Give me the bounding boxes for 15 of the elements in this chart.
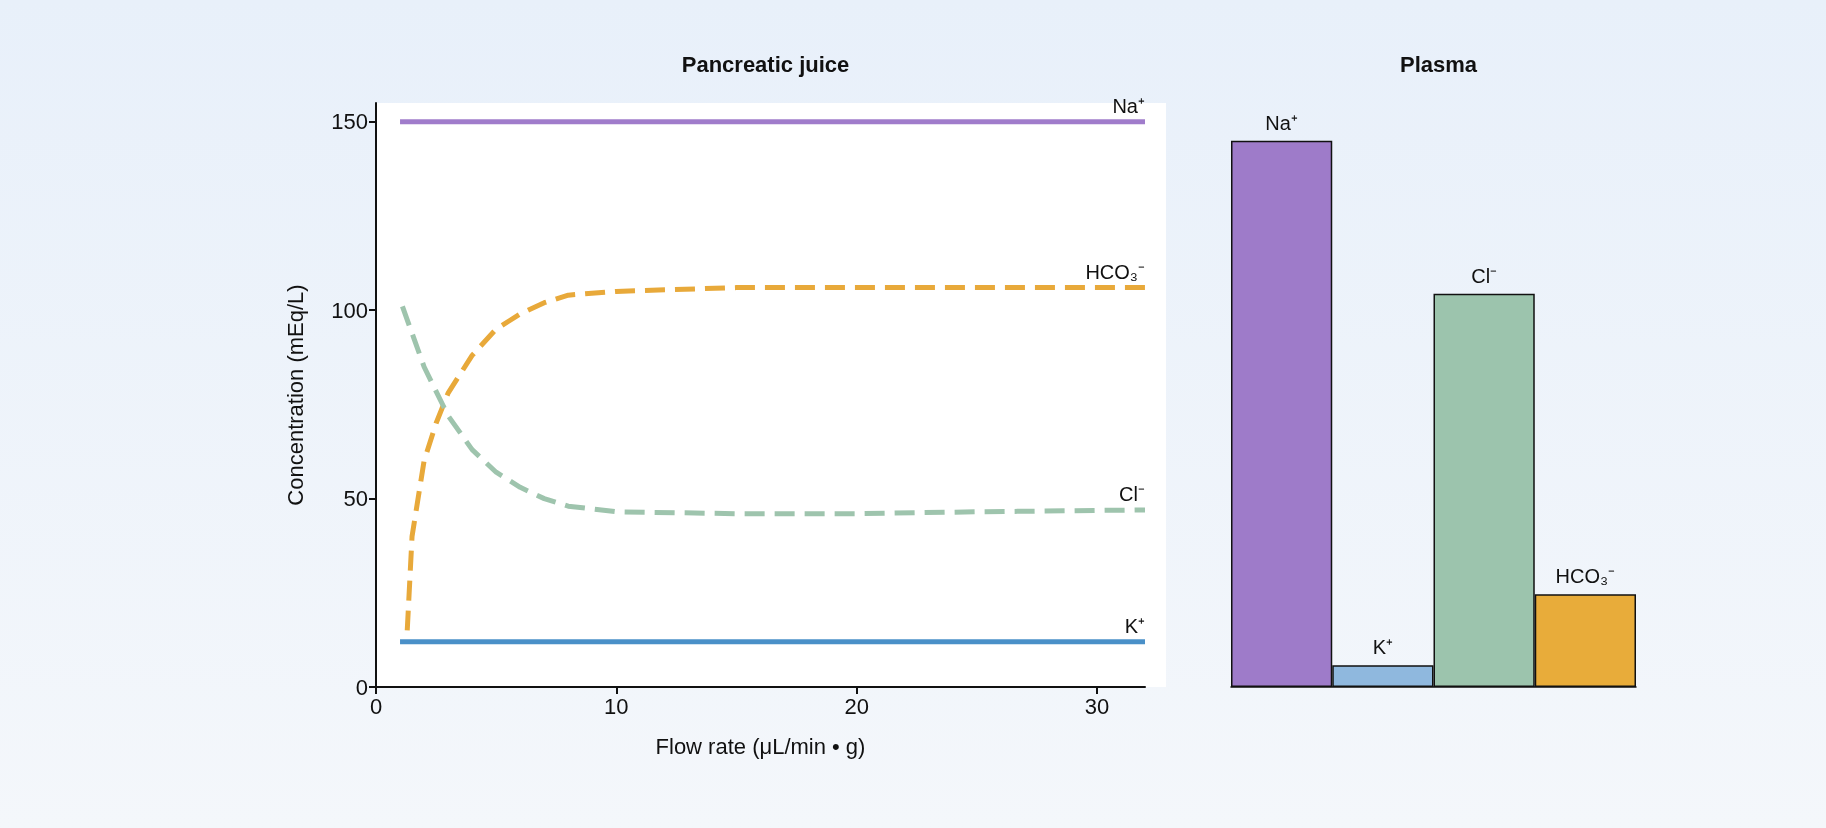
chart-title: Pancreatic juice xyxy=(681,51,850,77)
y-tick-label: 0 xyxy=(355,674,368,700)
x-tick-label: 20 xyxy=(844,693,869,719)
x-axis-title: Flow rate (μL/min • g) xyxy=(655,733,866,759)
series-label: HCO₃⁻ xyxy=(1085,260,1145,283)
chart-title: Plasma xyxy=(1399,51,1478,77)
series-label: Cl⁻ xyxy=(1119,482,1145,505)
y-tick-label: 100 xyxy=(331,297,368,323)
series-label: Na⁺ xyxy=(1112,94,1145,117)
y-tick-label: 150 xyxy=(331,109,368,135)
x-tick-label: 30 xyxy=(1084,693,1110,719)
series-label: K⁺ xyxy=(1124,614,1145,637)
y-axis-title: Concentration (mEq/L) xyxy=(282,284,308,506)
y-tick-label: 50 xyxy=(343,486,368,512)
x-tick-label: 10 xyxy=(604,693,629,719)
